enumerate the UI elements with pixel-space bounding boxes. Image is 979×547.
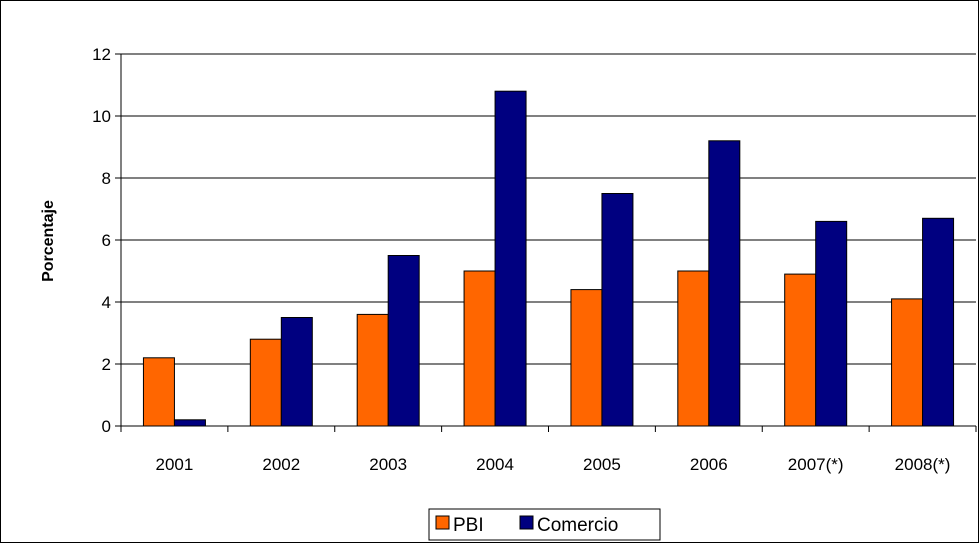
bar-comercio-2007 xyxy=(815,220,848,427)
bar-pbi-2006 xyxy=(677,270,710,427)
legend: PBI Comercio xyxy=(428,508,661,541)
y-tick-label: 4 xyxy=(102,293,111,312)
x-tick-label: 2008(*) xyxy=(895,455,951,474)
legend-label-comercio: Comercio xyxy=(537,515,618,536)
bar-pbi-2007 xyxy=(784,273,817,427)
axes xyxy=(115,53,977,432)
y-tick-label: 10 xyxy=(92,107,111,126)
bar-pbi-2008 xyxy=(891,298,924,427)
bar-pbi-2004 xyxy=(463,270,496,427)
bar-pbi-2002 xyxy=(249,338,282,427)
bar-comercio-2002 xyxy=(280,317,313,427)
legend-swatch-comercio xyxy=(519,515,534,530)
y-tick-labels: 0 2 4 6 8 10 12 xyxy=(92,45,111,436)
bar-comercio-2006 xyxy=(708,140,741,427)
bar-comercio-2001 xyxy=(173,419,206,427)
bar-comercio-2004 xyxy=(494,90,527,427)
x-tick-label: 2002 xyxy=(262,455,300,474)
gridlines xyxy=(121,53,976,365)
bar-comercio-2008 xyxy=(922,217,955,427)
y-tick-label: 0 xyxy=(102,417,111,436)
legend-box xyxy=(428,508,661,541)
x-tick-label: 2001 xyxy=(156,455,194,474)
y-tick-label: 12 xyxy=(92,45,111,64)
x-tick-label: 2003 xyxy=(369,455,407,474)
x-tick-label: 2007(*) xyxy=(788,455,844,474)
bar-pbi-2003 xyxy=(356,313,389,427)
bar-pbi-2005 xyxy=(570,289,603,427)
bar-pbi-2001 xyxy=(142,357,175,427)
x-tick-labels: 2001 2002 2003 2004 2005 2006 2007(*) 2008(*) xyxy=(156,455,951,474)
x-tick-label: 2005 xyxy=(583,455,621,474)
bar-comercio-2005 xyxy=(601,193,634,427)
x-tick-label: 2006 xyxy=(690,455,728,474)
x-tick-label: 2004 xyxy=(476,455,514,474)
y-tick-label: 2 xyxy=(102,355,111,374)
y-axis-label: Porcentaje xyxy=(40,200,57,282)
y-tick-label: 6 xyxy=(102,231,111,250)
bar-comercio-2003 xyxy=(387,255,420,427)
y-tick-label: 8 xyxy=(102,169,111,188)
legend-label-pbi: PBI xyxy=(453,515,484,536)
bars xyxy=(142,90,955,427)
legend-swatch-pbi xyxy=(435,515,450,530)
